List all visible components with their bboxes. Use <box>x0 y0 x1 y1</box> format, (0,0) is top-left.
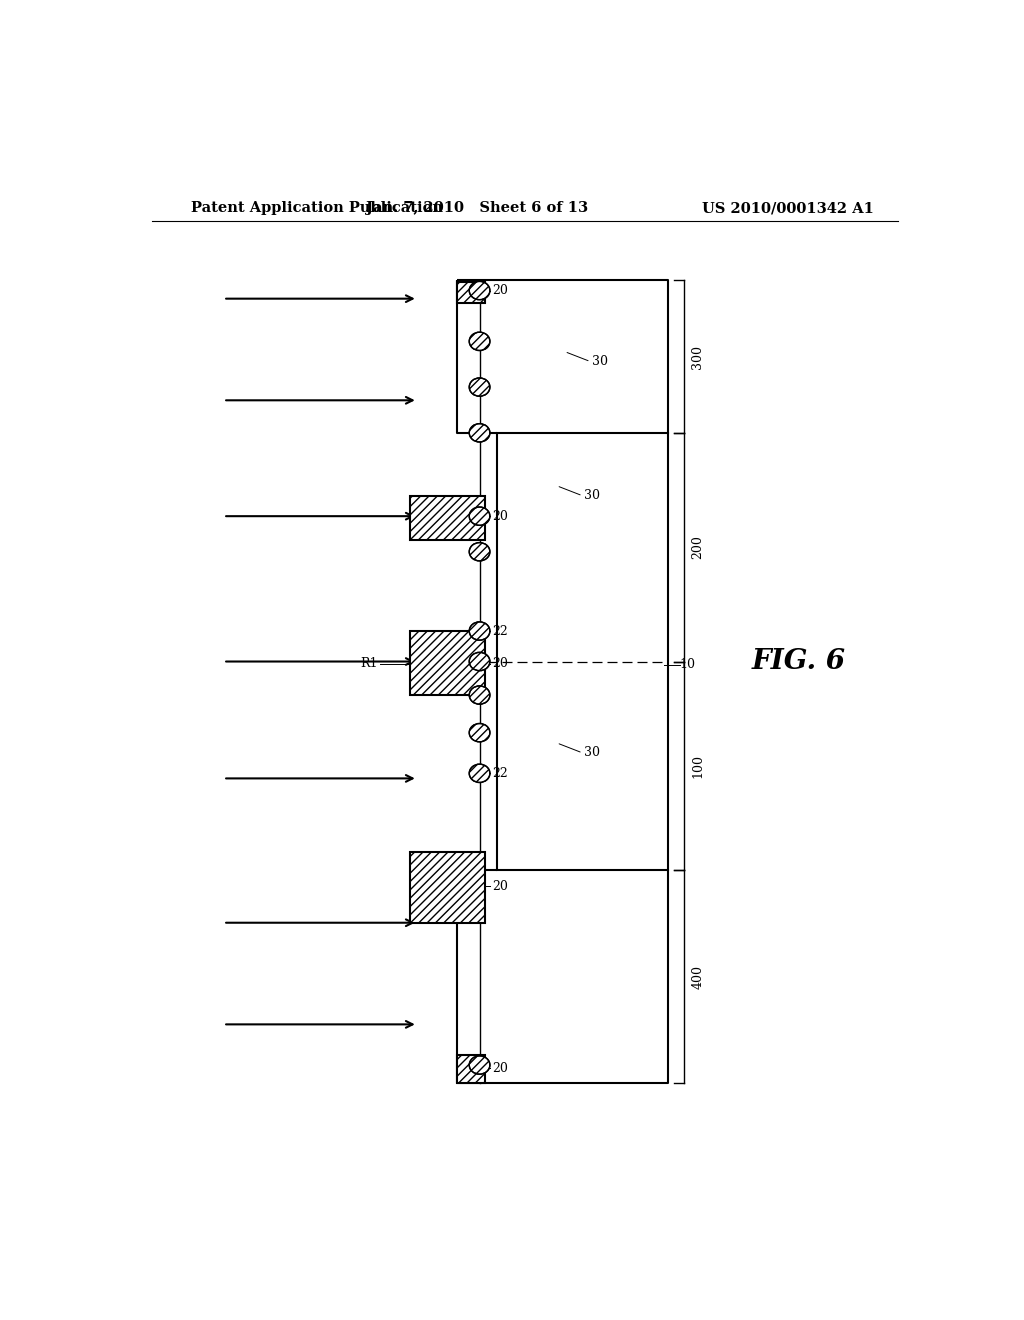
Text: US 2010/0001342 A1: US 2010/0001342 A1 <box>702 201 873 215</box>
Ellipse shape <box>469 378 489 396</box>
Bar <box>458 1055 485 1084</box>
Bar <box>410 851 485 923</box>
Text: 30: 30 <box>585 490 600 503</box>
Bar <box>410 496 485 540</box>
Text: 300: 300 <box>691 345 705 368</box>
Text: 20: 20 <box>493 879 508 892</box>
Ellipse shape <box>469 1056 489 1074</box>
Ellipse shape <box>469 723 489 742</box>
Ellipse shape <box>469 686 489 704</box>
Text: FIG. 6: FIG. 6 <box>752 648 846 675</box>
Text: 30: 30 <box>585 747 600 759</box>
Ellipse shape <box>469 652 489 671</box>
Text: 100: 100 <box>691 754 705 777</box>
Text: 400: 400 <box>691 965 705 989</box>
Text: Jan. 7, 2010   Sheet 6 of 13: Jan. 7, 2010 Sheet 6 of 13 <box>367 201 588 215</box>
Ellipse shape <box>469 333 489 351</box>
Text: R1: R1 <box>360 657 378 671</box>
Text: Patent Application Publication: Patent Application Publication <box>191 201 443 215</box>
Text: 30: 30 <box>592 355 608 368</box>
Text: 20: 20 <box>493 1061 508 1074</box>
Bar <box>410 631 485 696</box>
Text: 20: 20 <box>493 510 508 523</box>
Ellipse shape <box>469 507 489 525</box>
Ellipse shape <box>469 622 489 640</box>
Ellipse shape <box>469 424 489 442</box>
Text: 200: 200 <box>691 535 705 560</box>
Bar <box>458 282 485 302</box>
Text: 10: 10 <box>680 659 695 671</box>
Ellipse shape <box>469 764 489 783</box>
Text: 22: 22 <box>493 767 508 780</box>
Text: 20: 20 <box>493 284 508 297</box>
Ellipse shape <box>469 543 489 561</box>
Text: 20: 20 <box>493 657 508 671</box>
Text: 22: 22 <box>493 624 508 638</box>
Ellipse shape <box>469 281 489 300</box>
